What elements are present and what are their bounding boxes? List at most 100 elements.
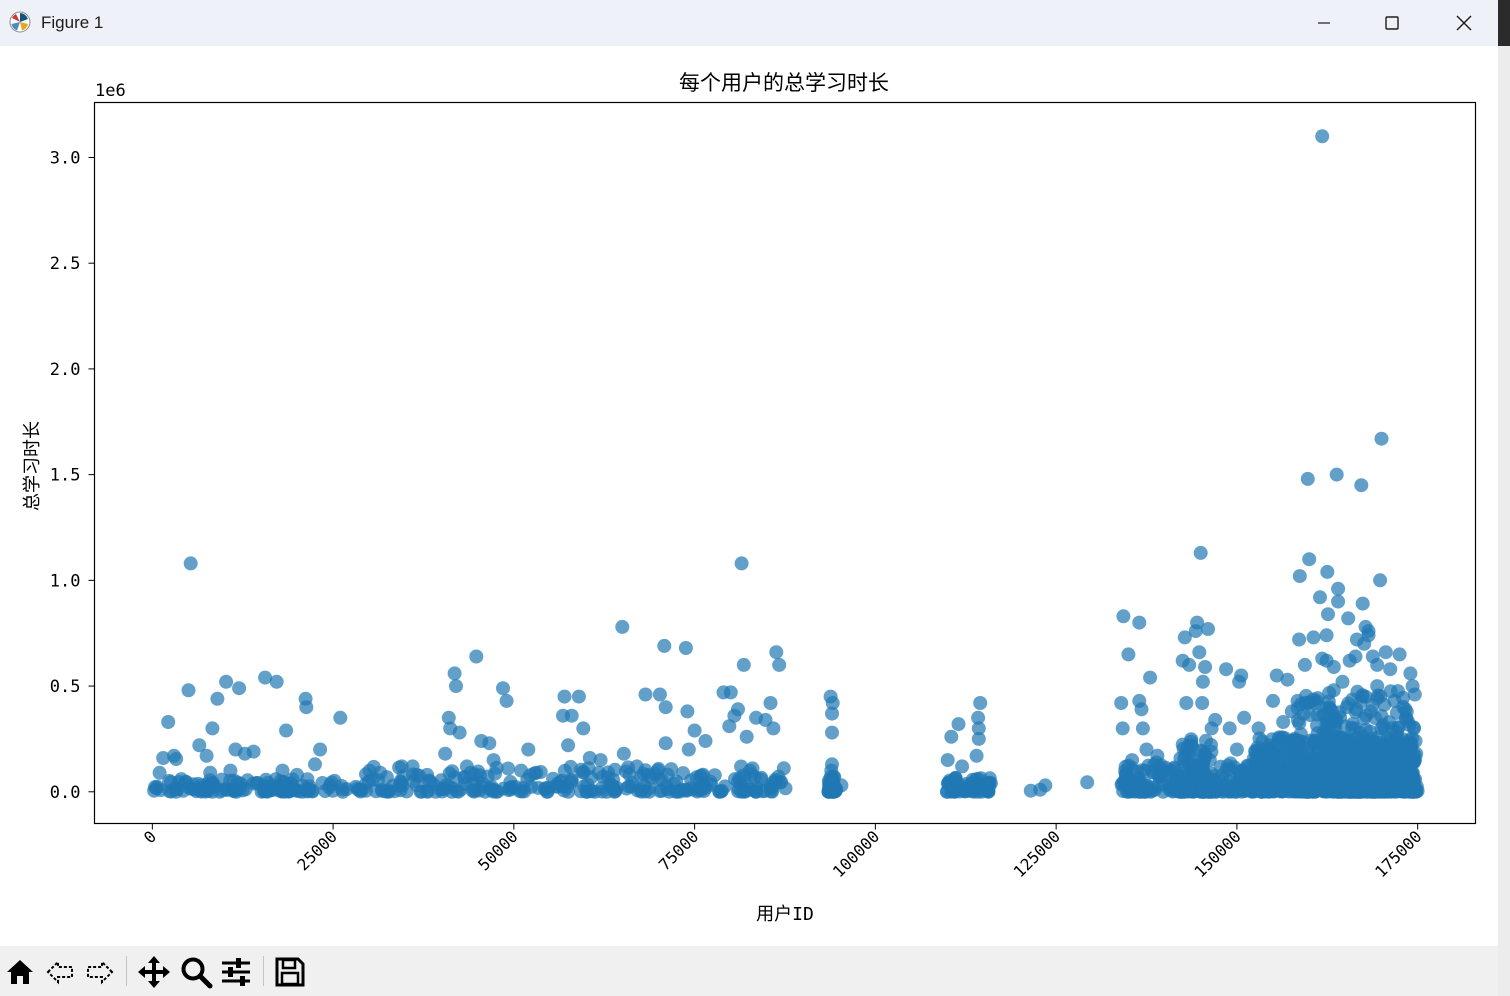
figure-canvas[interactable]: 每个用户的总学习时长 1e6 用户ID 总学习时长 0 25000 50000 750… xyxy=(0,46,1498,946)
pan-icon xyxy=(138,956,170,988)
data-point xyxy=(1315,129,1330,144)
forward-button[interactable] xyxy=(80,952,120,992)
data-point xyxy=(365,772,380,787)
data-point xyxy=(980,782,995,797)
maximize-button[interactable] xyxy=(1358,0,1426,46)
data-point xyxy=(652,687,667,702)
data-point xyxy=(666,776,681,791)
y-tick-label: 0.0 xyxy=(50,783,81,803)
data-point xyxy=(698,734,713,748)
data-point xyxy=(1319,784,1334,799)
data-point xyxy=(1190,615,1205,630)
data-point xyxy=(658,700,673,715)
data-point xyxy=(442,766,457,781)
data-point xyxy=(1116,609,1131,624)
data-point xyxy=(1402,753,1416,768)
data-point xyxy=(1193,545,1208,560)
data-point xyxy=(449,679,463,694)
data-point xyxy=(642,784,657,799)
data-point xyxy=(1196,763,1211,778)
data-point xyxy=(1320,564,1335,579)
close-icon xyxy=(1456,15,1472,31)
back-icon xyxy=(46,959,73,985)
data-point xyxy=(624,779,639,794)
data-point xyxy=(1396,742,1411,757)
data-point xyxy=(226,783,241,798)
data-point xyxy=(1349,782,1364,797)
data-point xyxy=(232,681,247,696)
data-point xyxy=(279,723,294,738)
data-point xyxy=(290,767,304,782)
data-point xyxy=(1328,721,1343,736)
pan-button[interactable] xyxy=(134,952,174,992)
title-bar[interactable]: Figure 1 xyxy=(0,0,1498,46)
data-point xyxy=(736,784,751,799)
y-offset-label: 1e6 xyxy=(95,81,126,101)
data-point xyxy=(205,721,220,736)
data-point xyxy=(696,767,711,782)
data-point xyxy=(1326,660,1341,674)
data-point xyxy=(457,776,472,791)
data-point xyxy=(1179,696,1194,710)
data-point xyxy=(246,744,261,759)
data-point xyxy=(199,748,214,763)
data-point xyxy=(971,721,986,736)
data-point xyxy=(638,687,653,702)
data-point xyxy=(514,763,529,778)
zoom-button[interactable] xyxy=(176,952,216,992)
data-point xyxy=(1407,687,1422,702)
data-point xyxy=(1237,710,1252,725)
data-point xyxy=(1355,596,1370,611)
data-point xyxy=(205,777,220,792)
back-button[interactable] xyxy=(40,952,80,992)
data-point xyxy=(757,783,772,798)
data-point xyxy=(1341,611,1356,626)
y-tick-label: 1.5 xyxy=(50,466,81,486)
data-point xyxy=(971,710,986,725)
data-point xyxy=(1204,738,1218,752)
data-point xyxy=(1269,668,1284,683)
data-point xyxy=(1320,736,1335,751)
data-point xyxy=(323,778,338,793)
save-button[interactable] xyxy=(270,952,310,992)
data-point xyxy=(1290,693,1305,708)
data-point xyxy=(174,772,189,787)
data-point xyxy=(521,742,536,757)
data-point xyxy=(1303,780,1318,795)
data-point xyxy=(335,784,350,799)
data-point xyxy=(1284,704,1299,719)
data-point xyxy=(1331,594,1346,609)
data-point xyxy=(825,774,839,789)
data-point xyxy=(1338,748,1353,763)
data-point xyxy=(438,746,453,761)
data-point xyxy=(169,752,184,766)
data-point xyxy=(405,759,420,774)
data-point xyxy=(475,776,490,791)
data-point xyxy=(1408,734,1423,748)
data-point xyxy=(1374,721,1389,736)
data-point xyxy=(825,696,840,710)
data-point xyxy=(1297,657,1312,672)
data-point xyxy=(1080,775,1095,790)
data-point xyxy=(203,765,218,780)
data-point xyxy=(1038,778,1053,793)
data-point xyxy=(1306,630,1321,645)
data-point xyxy=(299,700,314,715)
data-point xyxy=(1403,666,1418,681)
data-point xyxy=(561,738,576,753)
x-tick-label: 25000 xyxy=(293,827,340,874)
data-point xyxy=(1331,581,1346,596)
data-point xyxy=(1320,751,1335,766)
data-point xyxy=(1215,768,1230,783)
configure-subplots-button[interactable] xyxy=(216,952,256,992)
home-button[interactable] xyxy=(0,952,40,992)
close-button[interactable] xyxy=(1430,0,1498,46)
x-axis-label: 用户ID xyxy=(756,904,814,925)
data-point xyxy=(1296,706,1311,721)
minimize-button[interactable] xyxy=(1290,0,1358,46)
data-point xyxy=(219,674,234,689)
x-tick-label: 0 xyxy=(140,827,160,847)
window-title: Figure 1 xyxy=(41,13,104,32)
data-point xyxy=(687,723,702,738)
y-tick-label: 0.5 xyxy=(50,677,81,697)
